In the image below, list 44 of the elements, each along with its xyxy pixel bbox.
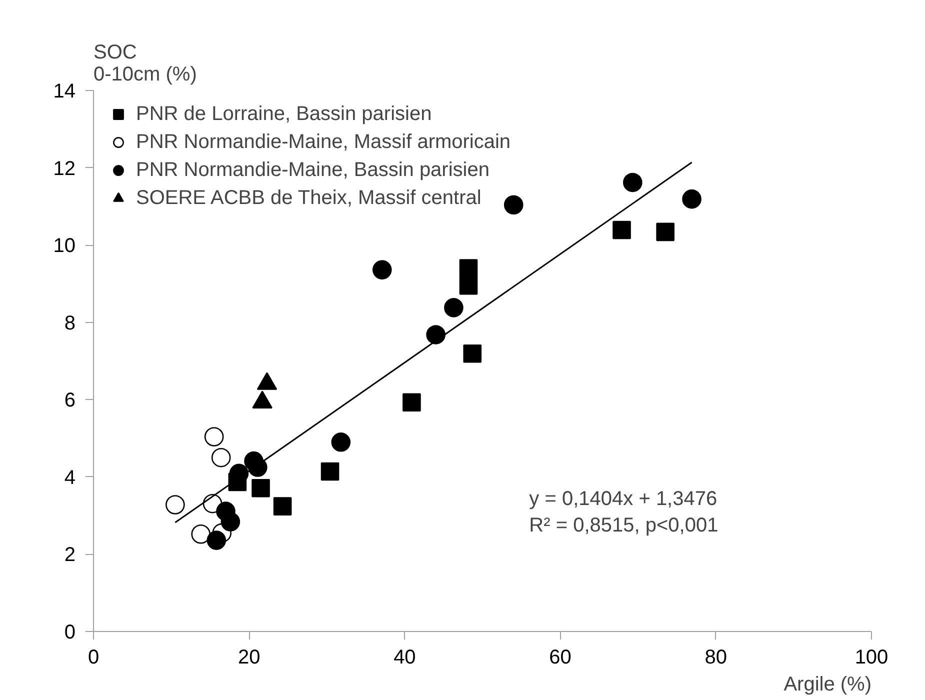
point	[459, 276, 478, 295]
point	[459, 259, 478, 278]
point	[426, 325, 446, 344]
legend-label: PNR Normandie-Maine, Massif armoricain	[136, 130, 511, 154]
point	[166, 495, 185, 514]
point	[656, 222, 674, 242]
point	[623, 172, 642, 192]
point	[682, 189, 702, 209]
x-tick-label: 80	[704, 646, 728, 668]
y-tick-label: 14	[53, 80, 76, 102]
x-tick-label: 0	[88, 646, 100, 668]
legend-label: SOERE ACBB de Theix, Massif central	[136, 186, 482, 210]
point	[372, 260, 392, 280]
point	[273, 497, 292, 516]
legend-label: PNR de Lorraine, Bassin parisien	[136, 102, 432, 126]
y-tick-label: 12	[53, 158, 76, 180]
point	[402, 393, 421, 412]
y-tick-label: 10	[53, 235, 76, 258]
y-tick-label: 0	[64, 622, 76, 644]
point	[331, 432, 351, 452]
point	[463, 344, 482, 363]
y-tick-label: 4	[64, 466, 76, 489]
point	[252, 478, 270, 498]
point	[204, 427, 224, 446]
point	[612, 220, 631, 240]
point	[191, 524, 211, 544]
x-tick-label: 20	[238, 646, 260, 668]
x-tick-label: 60	[549, 646, 572, 668]
point	[206, 530, 226, 550]
x-tick-label: 40	[394, 646, 416, 668]
x-axis-title: Argile (%)	[784, 674, 872, 696]
point	[248, 458, 268, 477]
y-axis-title: SOC 0-10cm (%)	[94, 42, 197, 86]
y-tick-label: 8	[64, 312, 76, 334]
y-tick-label: 6	[64, 390, 76, 412]
point	[320, 462, 340, 481]
point	[211, 448, 231, 468]
legend-label: PNR Normandie-Maine, Bassin parisien	[136, 158, 490, 182]
x-tick-label: 100	[854, 646, 888, 668]
point	[220, 512, 240, 532]
point	[504, 195, 524, 215]
y-tick-label: 2	[64, 544, 76, 566]
point	[444, 298, 464, 318]
annotation: y = 0,1404x + 1,3476 R² = 0,8515, p<0,001	[529, 488, 718, 537]
